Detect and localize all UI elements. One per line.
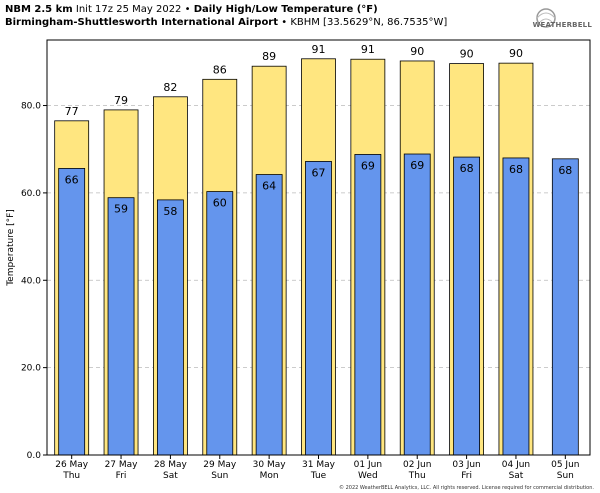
x-tick-label-day: Fri [116,471,127,481]
low-bar [157,199,184,456]
low-bar [453,156,480,456]
x-tick-label-day: Tue [310,471,327,481]
y-axis-label: Temperature [°F] [6,209,16,287]
low-bar [305,161,332,456]
bars-layer [54,58,579,456]
y-tick-label: 20.0 [21,364,41,374]
x-tick-label-day: Thu [408,471,426,481]
low-bar [206,191,234,456]
product-title: Daily High/Low Temperature (°F) [193,4,378,15]
x-tick-label-day: Fri [461,471,472,481]
high-value-label: 91 [312,43,326,56]
x-tick-label-date: 26 May [55,460,89,470]
x-tick-label-date: 04 Jun [502,460,530,470]
high-value-label: 79 [114,94,128,107]
low-value-label: 69 [361,159,375,172]
low-value-label: 68 [558,164,572,177]
low-bar [255,174,283,456]
low-value-label: 58 [163,205,177,218]
low-bar [502,157,530,456]
x-tick-label-day: Sat [509,471,524,481]
x-tick-label-date: 02 Jun [403,460,431,470]
station-name: Birmingham-Shuttlesworth International A… [5,17,279,28]
x-tick-label-day: Thu [62,471,80,481]
x-tick-label-date: 28 May [154,460,188,470]
chart-header-line-2: Birmingham-Shuttlesworth International A… [5,17,447,29]
x-tick-label-date: 03 Jun [452,460,480,470]
x-tick-label-date: 27 May [105,460,139,470]
high-value-label: 90 [410,45,424,58]
low-value-label: 60 [213,197,227,210]
high-value-label: 91 [361,43,375,56]
high-value-label: 90 [509,47,523,60]
high-value-label: 86 [213,63,227,76]
low-bar [58,168,86,456]
x-tick-label-day: Mon [260,471,279,481]
x-tick-label-day: Wed [358,471,378,481]
separator: • [281,17,288,28]
low-value-label: 69 [410,159,424,172]
low-bar [107,197,135,456]
x-tick-label-date: 30 May [253,460,287,470]
separator: • [184,4,191,15]
low-value-label: 64 [262,180,276,193]
low-value-label: 68 [460,162,474,175]
weatherbell-logo-icon [536,8,556,28]
low-bar [551,158,579,456]
model-name: NBM 2.5 km [5,4,73,15]
high-value-label: 77 [65,105,79,118]
x-tick-label-date: 31 May [302,460,336,470]
init-time: Init 17z 25 May 2022 [75,4,182,15]
high-value-label: 89 [262,50,276,63]
low-value-label: 67 [312,166,326,179]
x-tick-label-day: Sun [211,471,228,481]
y-tick-label: 0.0 [27,451,42,461]
x-tick-label-date: 05 Jun [551,460,579,470]
high-value-label: 82 [163,81,177,94]
logo-text: WEATHERBELL [532,21,592,29]
chart-header-line-1: NBM 2.5 km Init 17z 25 May 2022 • Daily … [5,4,378,16]
low-value-label: 59 [114,203,128,216]
high-value-label: 90 [460,48,474,61]
x-tick-label-day: Sat [163,471,178,481]
copyright-notice: © 2022 WeatherBELL Analytics, LLC. All r… [339,485,594,491]
low-value-label: 66 [65,173,79,186]
low-value-label: 68 [509,163,523,176]
y-tick-label: 80.0 [21,102,41,112]
station-location: KBHM [33.5629°N, 86.7535°W] [290,17,448,28]
labels-layer: 77 66 79 59 82 58 86 60 89 64 91 67 91 69 90 69 90 68 90 68… [65,43,573,218]
x-tick-label-date: 29 May [203,460,237,470]
y-tick-label: 40.0 [21,276,41,286]
low-bar [403,153,431,456]
low-bar [354,154,382,456]
y-tick-label: 60.0 [21,189,41,199]
x-tick-label-date: 01 Jun [354,460,382,470]
x-tick-label-day: Sun [557,471,574,481]
